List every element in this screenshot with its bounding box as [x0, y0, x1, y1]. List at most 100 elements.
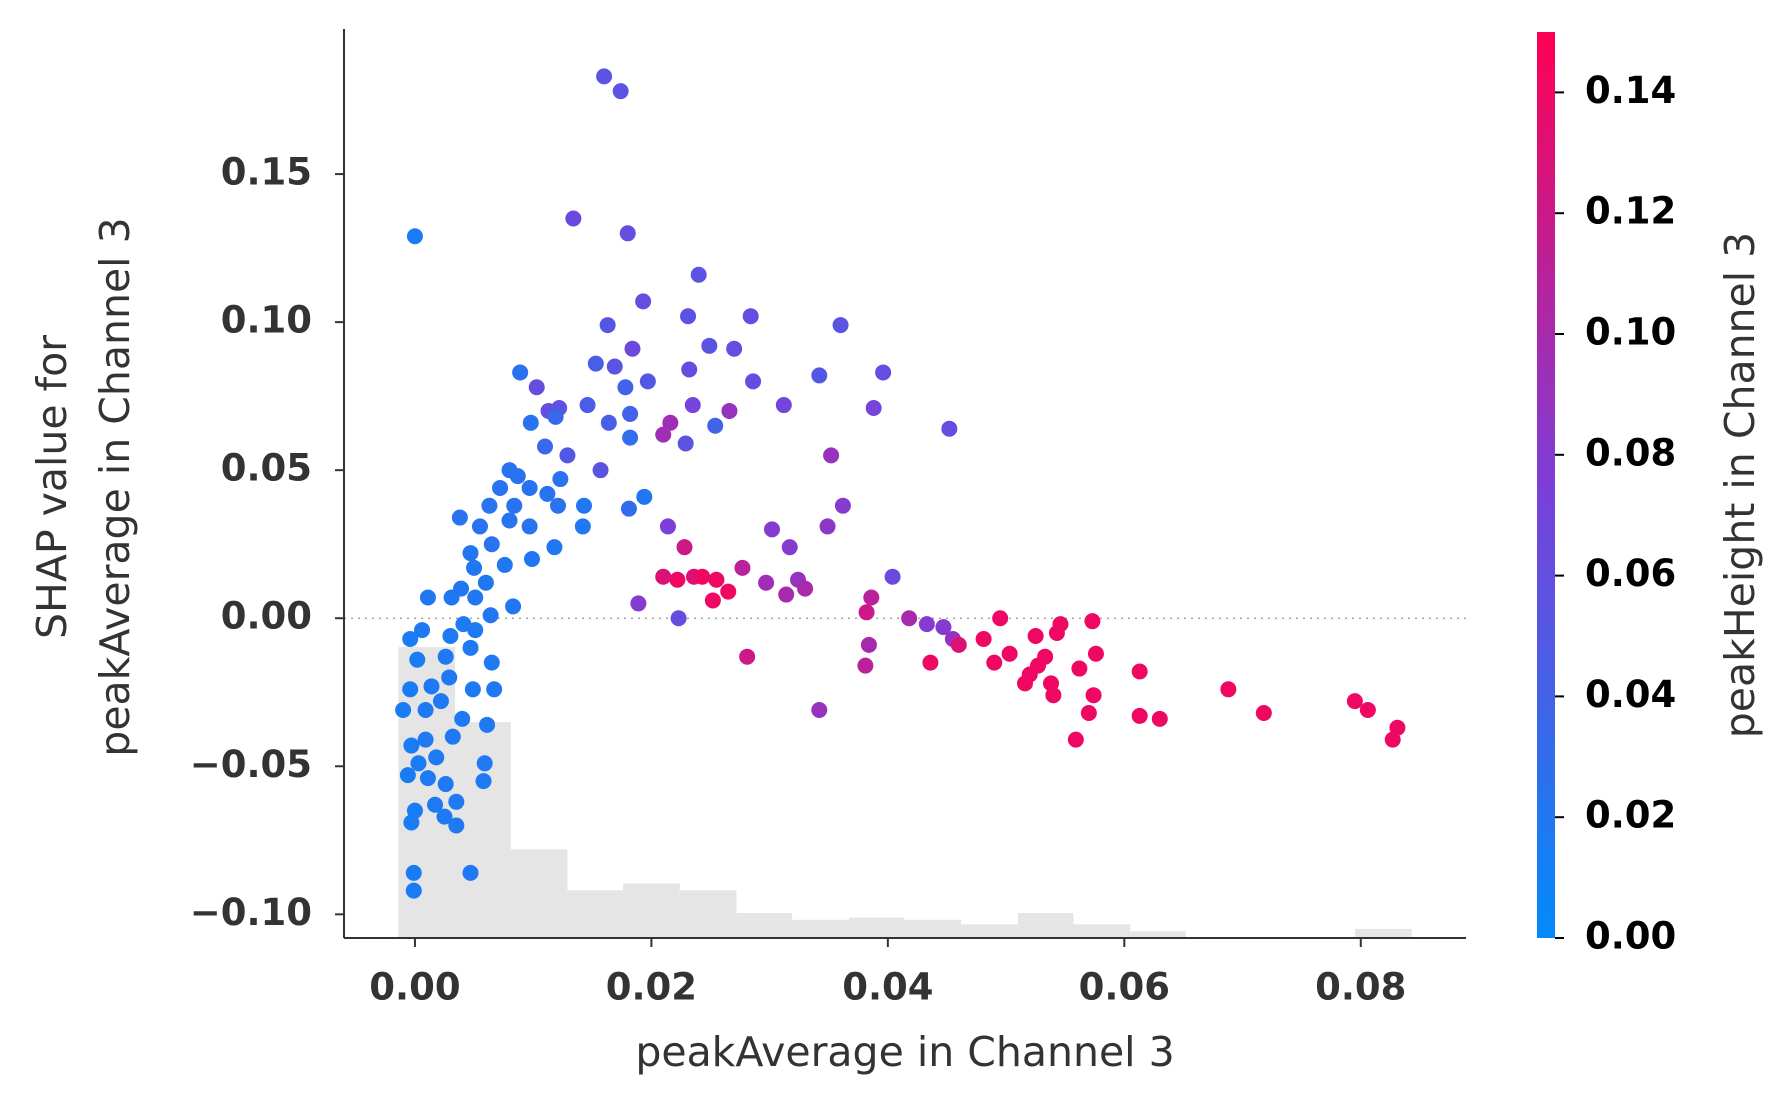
- point: [884, 568, 901, 585]
- point: [399, 767, 416, 784]
- point: [922, 654, 939, 671]
- point: [676, 539, 693, 556]
- point: [662, 414, 679, 431]
- colorbar-tick-label: 0.00: [1585, 915, 1676, 958]
- point: [559, 447, 576, 464]
- point: [739, 648, 756, 665]
- point: [574, 518, 591, 535]
- point: [539, 485, 556, 502]
- point: [1131, 707, 1148, 724]
- point: [409, 651, 426, 668]
- point: [419, 589, 436, 606]
- point: [403, 814, 420, 831]
- point: [442, 627, 459, 644]
- point: [565, 210, 582, 227]
- point: [811, 702, 828, 719]
- point: [405, 864, 422, 881]
- point: [423, 678, 440, 695]
- point: [546, 539, 563, 556]
- point: [832, 317, 849, 334]
- point: [681, 361, 698, 378]
- point: [405, 882, 422, 899]
- histogram-bar: [848, 917, 905, 938]
- point: [630, 595, 647, 612]
- point: [455, 616, 472, 633]
- point: [579, 397, 596, 414]
- point: [437, 776, 454, 793]
- point: [797, 580, 814, 597]
- histogram-bar: [1354, 928, 1412, 938]
- point: [506, 497, 523, 514]
- point: [811, 367, 828, 384]
- point: [720, 583, 737, 600]
- point: [726, 340, 743, 357]
- colorbar: [1537, 32, 1555, 938]
- point: [622, 429, 639, 446]
- point: [521, 518, 538, 535]
- point: [454, 710, 471, 727]
- point: [708, 571, 725, 588]
- point: [417, 731, 434, 748]
- point: [677, 435, 694, 452]
- point: [950, 636, 967, 653]
- point: [781, 539, 798, 556]
- point: [419, 770, 436, 787]
- point: [624, 340, 641, 357]
- point: [670, 610, 687, 627]
- point: [509, 468, 526, 485]
- point: [1085, 687, 1102, 704]
- point: [1087, 645, 1104, 662]
- point: [462, 545, 479, 562]
- x-tick-label: 0.00: [369, 966, 460, 1009]
- x-tick-label: 0.08: [1315, 966, 1406, 1009]
- point: [466, 559, 483, 576]
- point: [1084, 613, 1101, 630]
- point: [464, 681, 481, 698]
- y-tick-label: 0.00: [221, 595, 312, 638]
- point: [475, 773, 492, 790]
- point: [432, 693, 449, 710]
- point: [523, 551, 540, 568]
- point: [721, 402, 738, 419]
- point: [659, 518, 676, 535]
- point: [1052, 616, 1069, 633]
- point: [596, 68, 613, 85]
- point: [1017, 675, 1034, 692]
- point: [935, 619, 952, 636]
- point: [1131, 663, 1148, 680]
- point: [1151, 710, 1168, 727]
- point: [536, 438, 553, 455]
- point: [858, 604, 875, 621]
- point: [986, 654, 1003, 671]
- y-axis-label: SHAP value for: [28, 335, 76, 639]
- point: [745, 373, 762, 390]
- point: [635, 293, 652, 310]
- point: [547, 408, 564, 425]
- point: [467, 622, 484, 639]
- point: [612, 83, 629, 100]
- point: [462, 864, 479, 881]
- x-tick-label: 0.02: [606, 966, 697, 1009]
- point: [599, 317, 616, 334]
- point: [402, 630, 419, 647]
- point: [462, 639, 479, 656]
- point: [402, 681, 419, 698]
- colorbar-tick-label: 0.06: [1585, 552, 1676, 595]
- histogram-bar: [679, 890, 737, 938]
- point: [680, 308, 697, 325]
- point: [1043, 675, 1060, 692]
- point: [482, 607, 499, 624]
- colorbar-tick-label: 0.14: [1585, 69, 1676, 112]
- point: [1071, 660, 1088, 677]
- point: [406, 228, 423, 245]
- point: [636, 488, 653, 505]
- point: [576, 497, 593, 514]
- point: [505, 598, 522, 615]
- point: [823, 447, 840, 464]
- point: [441, 669, 458, 686]
- point: [655, 568, 672, 585]
- point: [417, 702, 434, 719]
- point: [552, 471, 569, 488]
- point: [918, 616, 935, 633]
